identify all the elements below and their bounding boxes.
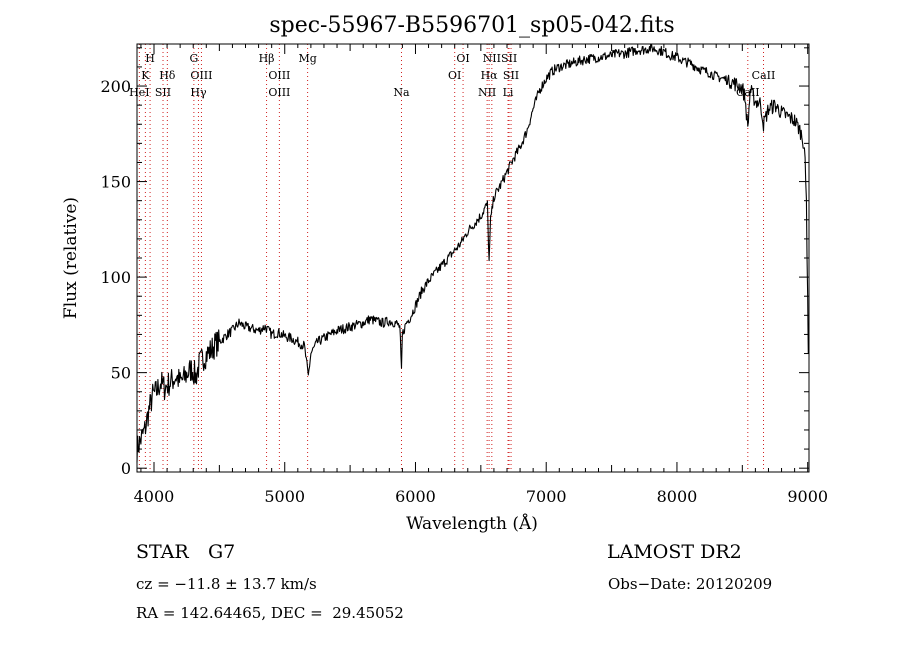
line-label-4: SII	[155, 86, 171, 99]
x-axis-label: Wavelength (Å)	[406, 513, 538, 534]
chart-title: spec-55967-B5596701_sp05-042.fits	[269, 13, 674, 38]
object-class: STAR	[136, 541, 189, 563]
line-label-16: SII	[501, 52, 517, 65]
line-label-9: OIII	[268, 69, 290, 82]
line-label-5: G	[189, 52, 198, 65]
x-tick-label: 9000	[787, 487, 828, 506]
line-label-10: OIII	[268, 86, 290, 99]
x-tick-label: 6000	[395, 487, 436, 506]
y-axis: 0 50 100 150 200	[100, 47, 809, 478]
x-tick-label: 7000	[526, 487, 567, 506]
y-tick-label: 150	[100, 173, 131, 192]
velocity: cz = −11.8 ± 13.7 km/s	[136, 575, 317, 593]
line-label-11: Mg	[298, 52, 316, 65]
line-label-18: SII	[503, 69, 519, 82]
coordinates: RA = 142.64465, DEC = 29.45052	[136, 604, 404, 622]
line-label-7: Hγ	[190, 86, 207, 99]
line-label-20: Li	[503, 86, 514, 99]
x-tick-label: 8000	[657, 487, 698, 506]
y-tick-label: 200	[100, 77, 131, 96]
spectrum-series	[136, 43, 809, 463]
line-label-12: Na	[393, 86, 410, 99]
line-label-17: Hα	[481, 69, 499, 82]
x-tick-label: 4000	[134, 487, 175, 506]
line-label-15: NII	[483, 52, 501, 65]
line-label-8: Hβ	[259, 52, 275, 65]
line-label-13: OI	[456, 52, 469, 65]
line-label-0: H	[145, 52, 155, 65]
line-label-1: K	[141, 69, 150, 82]
line-label-2: HeI	[129, 86, 149, 99]
y-tick-label: 0	[121, 459, 131, 478]
line-label-3: Hδ	[159, 69, 176, 82]
plot-frame	[136, 43, 810, 473]
line-label-21: CaII	[752, 69, 776, 82]
y-tick-label: 50	[111, 364, 131, 383]
y-tick-label: 100	[100, 268, 131, 287]
line-label-6: OIII	[190, 69, 212, 82]
x-tick-label: 5000	[264, 487, 305, 506]
obs-date: Obs−Date: 20120209	[608, 575, 773, 593]
subclass: G7	[208, 541, 236, 563]
x-axis: 4000 5000 6000 7000 8000 9000	[134, 44, 828, 506]
spectral-line-markers	[138, 44, 765, 472]
line-label-14: OI	[448, 69, 461, 82]
line-label-19: NII	[478, 86, 496, 99]
y-axis-label: Flux (relative)	[61, 197, 81, 319]
survey-name: LAMOST DR2	[607, 541, 742, 563]
